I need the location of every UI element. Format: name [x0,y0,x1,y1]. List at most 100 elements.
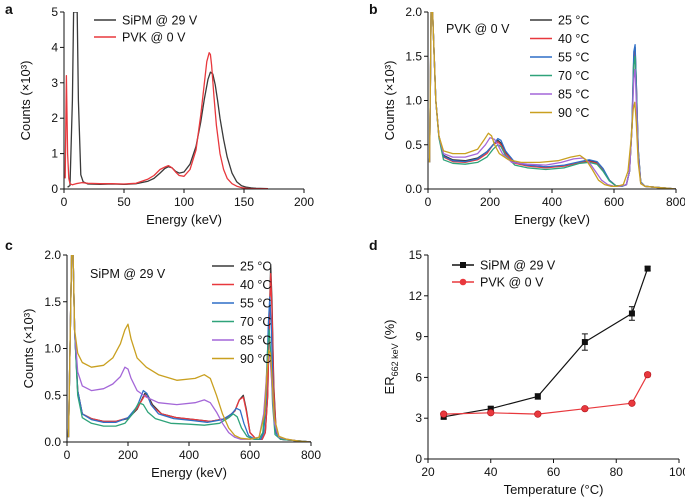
panel-d: d 20 40 60 80 100 0 3 6 9 12 15 Temperature (°C) ER66… [369,237,685,497]
y-tick-label: 9 [415,330,422,344]
x-axis-label: Energy (keV) [146,212,222,227]
data-point-circle [628,399,636,407]
x-tick-label: 0 [61,195,68,209]
y-axis-label: Counts (×10³) [18,61,33,141]
panel-letter-d: d [369,237,378,253]
y-tick-label: 0 [51,182,58,196]
series-group-b [428,12,676,189]
panel-letter-a: a [5,1,13,17]
data-point-square [628,310,635,317]
legend-label: 40 °C [240,278,271,292]
x-axis-label: Energy (keV) [514,212,590,227]
x-tick-label: 40 [484,465,498,479]
panel-title: SiPM @ 29 V [90,267,166,281]
y-tick-label: 1.5 [405,49,422,63]
y-tick-label: 3 [415,411,422,425]
data-point-circle [487,409,495,417]
legend-label: 25 °C [240,260,271,274]
x-tick-label: 100 [174,195,194,209]
legend-label: 40 °C [558,32,589,46]
series-line-c-3 [67,255,311,442]
legend-c: 25 °C 40 °C 55 °C 70 °C 85 °C 90 °C [212,260,271,366]
series-line-a-1 [64,52,268,189]
y-tick-label: 2 [51,111,58,125]
x-axis-label: Temperature (°C) [504,482,604,497]
legend-label: 90 °C [558,106,589,120]
x-tick-label: 600 [604,195,624,209]
panel-a: a 0 50 100 150 200 0 1 2 3 4 5 Energy (keV) Counts (×… [5,1,314,227]
series-line-c-4 [67,255,311,442]
data-point-circle [534,410,542,418]
x-tick-label: 400 [542,195,562,209]
legend-label: PVK @ 0 V [480,276,544,290]
legend-label: 70 °C [240,315,271,329]
x-tick-label: 100 [669,465,685,479]
y-tick-label: 12 [409,289,423,303]
x-tick-label: 0 [64,448,71,462]
x-axis-label: Energy (keV) [151,465,227,480]
legend-marker [459,278,467,286]
data-point-circle [644,371,652,379]
series-line-d-1 [443,374,649,415]
x-tick-label: 20 [421,465,435,479]
y-tick-label: 0.0 [44,435,61,449]
y-tick-label: 5 [51,5,58,19]
panel-b: b 0 200 400 600 800 0.0 0.5 1.0 1.5 2.0 Energy (keV… [369,1,685,227]
y-axis-label: Counts (×10³) [382,61,397,141]
legend-label: 70 °C [558,69,589,83]
legend-label: 90 °C [240,352,271,366]
series-line-b-5 [428,12,676,189]
panel-title: PVK @ 0 V [446,22,510,36]
legend-a: SiPM @ 29 V PVK @ 0 V [94,14,198,45]
x-tick-label: 80 [610,465,624,479]
legend-label: 85 °C [558,88,589,102]
series-line-b-4 [428,12,676,189]
legend-d: SiPM @ 29 V PVK @ 0 V [452,259,556,290]
legend-label: 25 °C [558,14,589,28]
y-tick-label: 6 [415,370,422,384]
legend-marker [460,262,466,268]
data-point-square [534,393,541,400]
y-tick-label: 2.0 [405,5,422,19]
y-tick-label: 0.5 [44,388,61,402]
x-tick-label: 60 [547,465,561,479]
x-tick-label: 600 [240,448,260,462]
data-point-circle [440,410,448,418]
y-tick-label: 0.5 [405,138,422,152]
panel-letter-c: c [5,237,13,253]
y-tick-label: 0.0 [405,182,422,196]
y-tick-label: 1 [51,147,58,161]
panel-c: c 0 200 400 600 800 0.0 0.5 1.0 1.5 2.0 Energy (keV… [5,237,321,480]
y-tick-label: 1.0 [44,342,61,356]
series-line-c-2 [67,255,311,442]
legend-label: 55 °C [240,297,271,311]
x-tick-label: 200 [294,195,314,209]
data-point-square [487,405,494,412]
x-tick-label: 0 [425,195,432,209]
legend-label: PVK @ 0 V [122,31,186,45]
y-tick-label: 15 [409,248,423,262]
legend-b: 25 °C 40 °C 55 °C 70 °C 85 °C 90 °C [530,14,589,120]
y-tick-label: 4 [51,40,58,54]
x-tick-label: 50 [117,195,131,209]
y-tick-label: 1.5 [44,295,61,309]
x-tick-label: 200 [118,448,138,462]
data-point-square [644,265,651,272]
x-tick-label: 800 [301,448,321,462]
y-tick-label: 3 [51,76,58,90]
x-tick-label: 200 [480,195,500,209]
x-tick-label: 800 [666,195,685,209]
legend-label: 85 °C [240,334,271,348]
series-line-d-0 [443,268,649,418]
y-tick-label: 2.0 [44,248,61,262]
series-group-c [67,255,311,442]
y-tick-label: 1.0 [405,94,422,108]
y-axis-label: ER662 keV (%) [382,320,400,395]
series-group-a [64,12,269,189]
legend-label: 55 °C [558,51,589,65]
data-point-circle [581,405,589,413]
y-tick-label: 0 [415,452,422,466]
legend-label: SiPM @ 29 V [480,259,556,273]
series-line-c-5 [67,255,311,442]
